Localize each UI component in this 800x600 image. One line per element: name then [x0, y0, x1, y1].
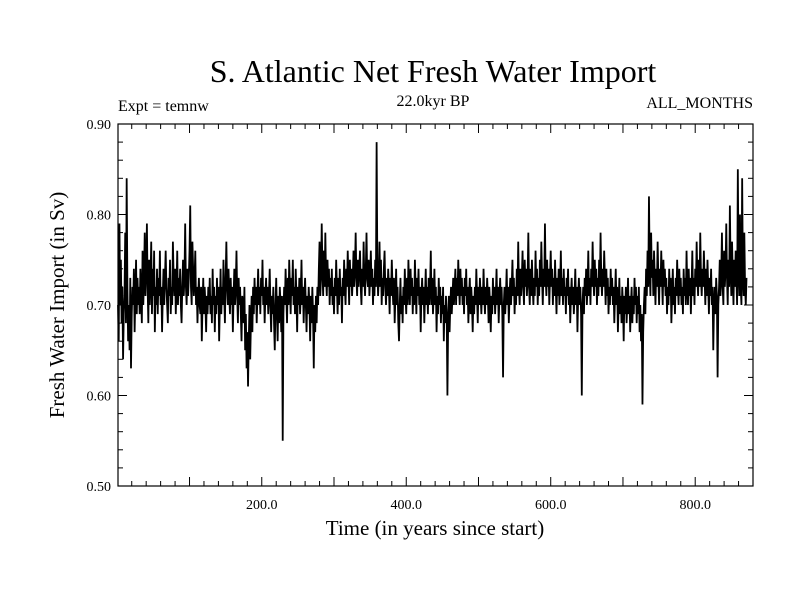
- x-axis-label: Time (in years since start): [326, 516, 545, 540]
- experiment-label: Expt = temnw: [118, 98, 209, 115]
- y-tick-label: 0.70: [87, 299, 112, 314]
- months-label: ALL_MONTHS: [646, 95, 753, 112]
- y-tick-label: 0.90: [87, 118, 112, 133]
- x-tick-label: 400.0: [390, 498, 422, 513]
- y-tick-label: 0.60: [87, 390, 112, 405]
- chart-title: S. Atlantic Net Fresh Water Import: [210, 53, 657, 89]
- tick-labels: 0.50 0.60 0.70 0.80 0.90 200.0 400.0 600.0 800.0: [87, 118, 711, 513]
- data-series-line: [117, 142, 748, 441]
- x-tick-label: 800.0: [679, 498, 711, 513]
- plot-frame: [117, 123, 754, 487]
- x-tick-label: 200.0: [246, 498, 278, 513]
- x-tick-label: 600.0: [535, 498, 567, 513]
- y-tick-label: 0.50: [87, 480, 112, 495]
- y-tick-label: 0.80: [87, 209, 112, 224]
- y-axis-label: Fresh Water Import (in Sv): [45, 192, 69, 419]
- period-label: 22.0kyr BP: [397, 93, 470, 110]
